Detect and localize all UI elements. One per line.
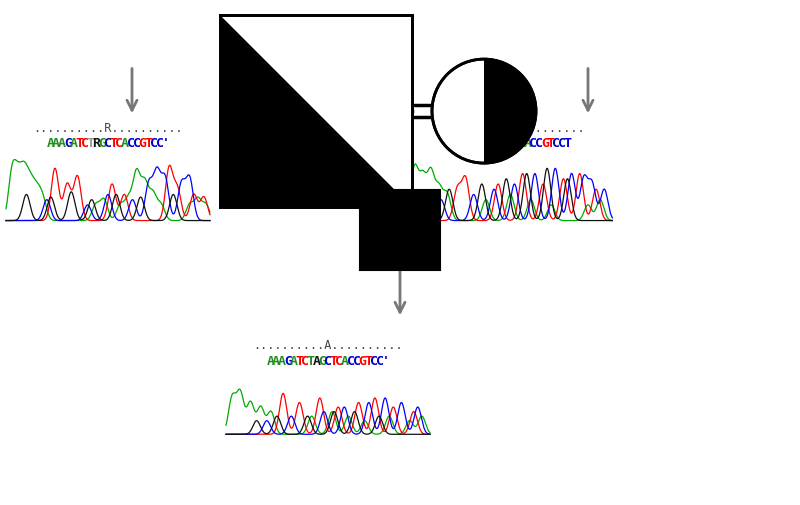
Text: G: G [284,355,292,368]
Text: T: T [564,137,572,150]
Text: G: G [98,137,106,150]
Text: A: A [472,137,480,150]
Text: G: G [501,137,509,150]
Text: C: C [324,355,332,368]
Text: A: A [290,355,298,368]
Text: A: A [278,355,286,368]
Text: A: A [449,137,457,150]
Text: C: C [301,355,309,368]
Text: T: T [478,137,486,150]
Text: R: R [495,137,503,150]
Polygon shape [220,15,412,207]
Text: C: C [115,137,123,150]
Text: R: R [93,137,101,150]
Text: C: C [150,137,158,150]
Polygon shape [220,15,412,207]
Text: A: A [122,137,130,150]
Text: ..........A..........: ..........A.......... [253,339,403,352]
Text: C: C [127,137,135,150]
Text: A: A [342,355,350,368]
Text: C: C [558,137,566,150]
Text: G: G [466,137,474,150]
Text: A: A [454,137,462,150]
Text: C: C [370,355,378,368]
Text: C: C [156,137,164,150]
Text: T: T [144,137,152,150]
Text: C: C [133,137,141,150]
Text: A: A [461,137,469,150]
Polygon shape [360,190,440,270]
Text: C: C [347,355,355,368]
Text: A: A [313,355,321,368]
Text: G: G [318,355,326,368]
Text: G: G [541,137,549,150]
Text: T: T [306,355,314,368]
Text: C: C [530,137,538,150]
Text: T: T [110,137,118,150]
Ellipse shape [432,59,536,163]
Text: A: A [524,137,532,150]
Text: A: A [70,137,78,150]
Text: T: T [295,355,303,368]
Text: T: T [489,137,497,150]
Text: A: A [52,137,60,150]
Text: T: T [546,137,554,150]
Text: C: C [353,355,361,368]
Text: C: C [535,137,543,150]
Text: T: T [512,137,520,150]
Text: ..........R..........: ..........R.......... [435,122,586,135]
Text: ': ' [162,137,170,150]
Text: C: C [552,137,560,150]
Text: T: T [86,137,94,150]
Text: A: A [58,137,66,150]
Text: C: C [335,355,343,368]
Text: A: A [46,137,54,150]
Text: C: C [81,137,89,150]
Text: C: C [376,355,384,368]
Text: ..........R..........: ..........R.......... [33,122,183,135]
Text: T: T [364,355,372,368]
Text: T: T [75,137,83,150]
Text: T: T [330,355,338,368]
Polygon shape [484,54,542,168]
Text: G: G [358,355,366,368]
Text: C: C [483,137,491,150]
Text: G: G [64,137,72,150]
Text: C: C [506,137,514,150]
Text: A: A [272,355,280,368]
Text: C: C [518,137,526,150]
Text: ': ' [382,355,390,368]
Text: A: A [266,355,274,368]
Text: G: G [138,137,146,150]
Text: C: C [104,137,112,150]
